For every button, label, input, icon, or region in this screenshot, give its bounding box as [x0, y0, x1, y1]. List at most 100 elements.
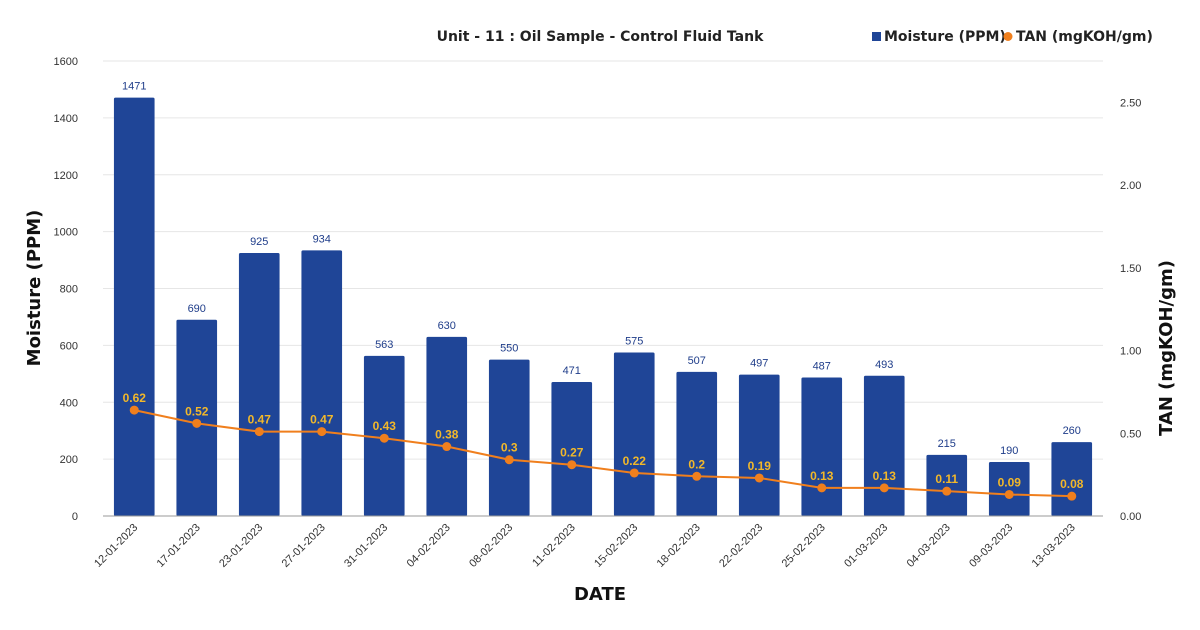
moisture-bar — [426, 336, 468, 516]
y-tick-label: 0 — [72, 511, 78, 523]
moisture-bar-label: 215 — [938, 438, 956, 450]
x-tick-label: 18-02-2023 — [655, 522, 703, 570]
legend-swatch-tan — [1003, 32, 1013, 41]
tan-data-label: 0.52 — [185, 404, 209, 418]
y2-tick-label: 0.50 — [1120, 428, 1141, 440]
y-axis-right-title: TAN (mgKOH/gm) — [1156, 260, 1177, 436]
x-tick-label: 25-02-2023 — [780, 522, 828, 570]
tan-data-label: 0.19 — [748, 459, 772, 473]
tan-data-label: 0.47 — [310, 413, 334, 427]
moisture-bar — [801, 377, 843, 516]
x-tick-label: 15-02-2023 — [592, 522, 640, 570]
x-axis-title: DATE — [574, 584, 626, 605]
tan-data-label: 0.38 — [435, 428, 459, 442]
tan-data-label: 0.3 — [501, 441, 518, 455]
tan-data-label: 0.09 — [998, 475, 1022, 489]
y-tick-label: 800 — [60, 284, 78, 296]
moisture-bar-label: 925 — [250, 236, 268, 248]
moisture-bar — [488, 359, 530, 516]
y-tick-label: 400 — [60, 397, 78, 409]
moisture-bar-label: 1471 — [122, 81, 146, 93]
y-axis-left-ticks: 0 200 400 600 800 1000 1200 1400 1600 — [54, 56, 78, 523]
x-tick-label: 01-03-2023 — [842, 522, 890, 570]
moisture-bar-label: 690 — [188, 303, 206, 315]
moisture-bar — [863, 375, 905, 516]
y-tick-label: 1400 — [54, 113, 78, 125]
x-tick-label: 17-01-2023 — [155, 522, 203, 570]
y2-tick-label: 0.00 — [1120, 511, 1141, 523]
tan-data-label: 0.47 — [248, 413, 272, 427]
legend: Moisture (PPM) TAN (mgKOH/gm) — [872, 29, 1153, 45]
tan-point — [129, 405, 139, 415]
y-axis-right-ticks: 0.00 0.50 1.00 1.50 2.00 2.50 — [1120, 97, 1141, 523]
tan-point — [379, 433, 389, 443]
x-tick-label: 12-01-2023 — [92, 522, 140, 570]
y-tick-label: 600 — [60, 340, 78, 352]
legend-label-tan: TAN (mgKOH/gm) — [1016, 29, 1153, 45]
y2-tick-label: 1.50 — [1120, 263, 1141, 275]
tan-point — [1004, 489, 1014, 499]
legend-swatch-moisture — [872, 32, 881, 41]
y2-tick-label: 2.00 — [1120, 180, 1141, 192]
tan-data-label: 0.43 — [373, 419, 397, 433]
x-tick-label: 04-02-2023 — [405, 522, 453, 570]
moisture-bar-label: 934 — [313, 233, 331, 245]
tan-line — [134, 409, 1072, 498]
x-tick-label: 31-01-2023 — [342, 522, 390, 570]
tan-point — [317, 427, 327, 437]
tan-point — [879, 483, 889, 493]
moisture-bar — [176, 319, 218, 516]
tan-data-label: 0.62 — [123, 391, 147, 405]
y-tick-label: 1200 — [54, 170, 78, 182]
moisture-bar-label: 550 — [500, 343, 518, 355]
x-tick-label: 09-03-2023 — [967, 522, 1015, 570]
x-tick-label: 08-02-2023 — [467, 522, 515, 570]
y2-tick-label: 2.50 — [1120, 97, 1141, 109]
moisture-bar-label: 487 — [813, 361, 831, 373]
y-axis-left-title: Moisture (PPM) — [24, 210, 45, 367]
moisture-bar-label: 471 — [563, 365, 581, 377]
moisture-bar-label: 563 — [375, 339, 393, 351]
tan-point — [754, 473, 764, 483]
moisture-bar — [551, 382, 593, 516]
tan-data-label: 0.13 — [810, 469, 834, 483]
moisture-bar — [988, 461, 1030, 516]
y-tick-label: 1000 — [54, 227, 78, 239]
x-tick-label: 27-01-2023 — [280, 522, 328, 570]
tan-point — [192, 418, 202, 428]
moisture-bar-labels: 1471 690 925 934 563 630 550 471 575 507 497 487 493… — [122, 81, 1081, 457]
tan-line-series — [129, 405, 1077, 501]
y-tick-label: 200 — [60, 454, 78, 466]
tan-point — [254, 427, 264, 437]
moisture-bar — [113, 97, 155, 516]
tan-data-label: 0.11 — [935, 472, 958, 486]
tan-data-label: 0.2 — [688, 457, 705, 471]
moisture-bar — [301, 250, 343, 517]
tan-point — [504, 455, 514, 465]
x-tick-label: 22-02-2023 — [717, 522, 765, 570]
moisture-bar — [926, 454, 968, 516]
moisture-bar — [613, 352, 655, 516]
moisture-bar — [676, 371, 718, 516]
x-tick-label: 11-02-2023 — [530, 522, 578, 570]
tan-data-label: 0.08 — [1060, 477, 1084, 491]
tan-point — [442, 442, 452, 452]
moisture-bar-label: 190 — [1000, 445, 1018, 457]
moisture-bar-label: 497 — [750, 358, 768, 370]
moisture-bar-label: 575 — [625, 335, 643, 347]
x-tick-label: 13-03-2023 — [1030, 522, 1078, 570]
tan-data-label: 0.27 — [560, 446, 584, 460]
tan-data-label: 0.13 — [873, 469, 897, 483]
moisture-bar-label: 630 — [438, 320, 456, 332]
y-tick-label: 1600 — [54, 56, 78, 68]
tan-point — [942, 486, 952, 496]
tan-point — [692, 471, 702, 481]
chart-title: Unit - 11 : Oil Sample - Control Fluid T… — [437, 29, 765, 45]
x-tick-label: 23-01-2023 — [217, 522, 265, 570]
legend-label-moisture: Moisture (PPM) — [884, 29, 1006, 45]
tan-point — [817, 483, 827, 493]
tan-point — [567, 460, 577, 470]
y2-tick-label: 1.00 — [1120, 346, 1141, 358]
moisture-bar — [238, 252, 280, 516]
